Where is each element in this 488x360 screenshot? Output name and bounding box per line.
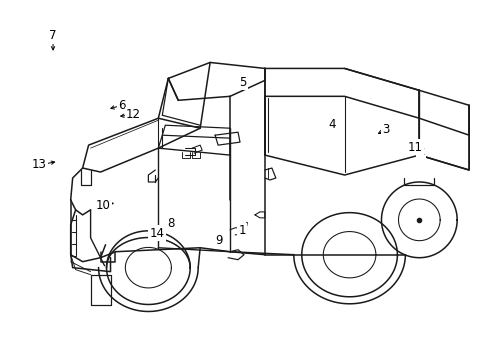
Text: 3: 3 [381, 123, 388, 136]
Text: 5: 5 [239, 76, 246, 89]
Text: 11: 11 [407, 140, 422, 153]
Text: 7: 7 [49, 29, 57, 42]
Text: 10: 10 [96, 199, 110, 212]
Text: 12: 12 [126, 108, 141, 121]
Text: 14: 14 [149, 226, 164, 239]
Text: 9: 9 [215, 234, 223, 247]
Text: 8: 8 [166, 217, 174, 230]
Text: 13: 13 [31, 158, 46, 171]
Text: 2: 2 [416, 145, 424, 158]
Text: 4: 4 [328, 118, 335, 131]
Text: 1: 1 [238, 224, 245, 237]
Text: 6: 6 [118, 99, 125, 112]
